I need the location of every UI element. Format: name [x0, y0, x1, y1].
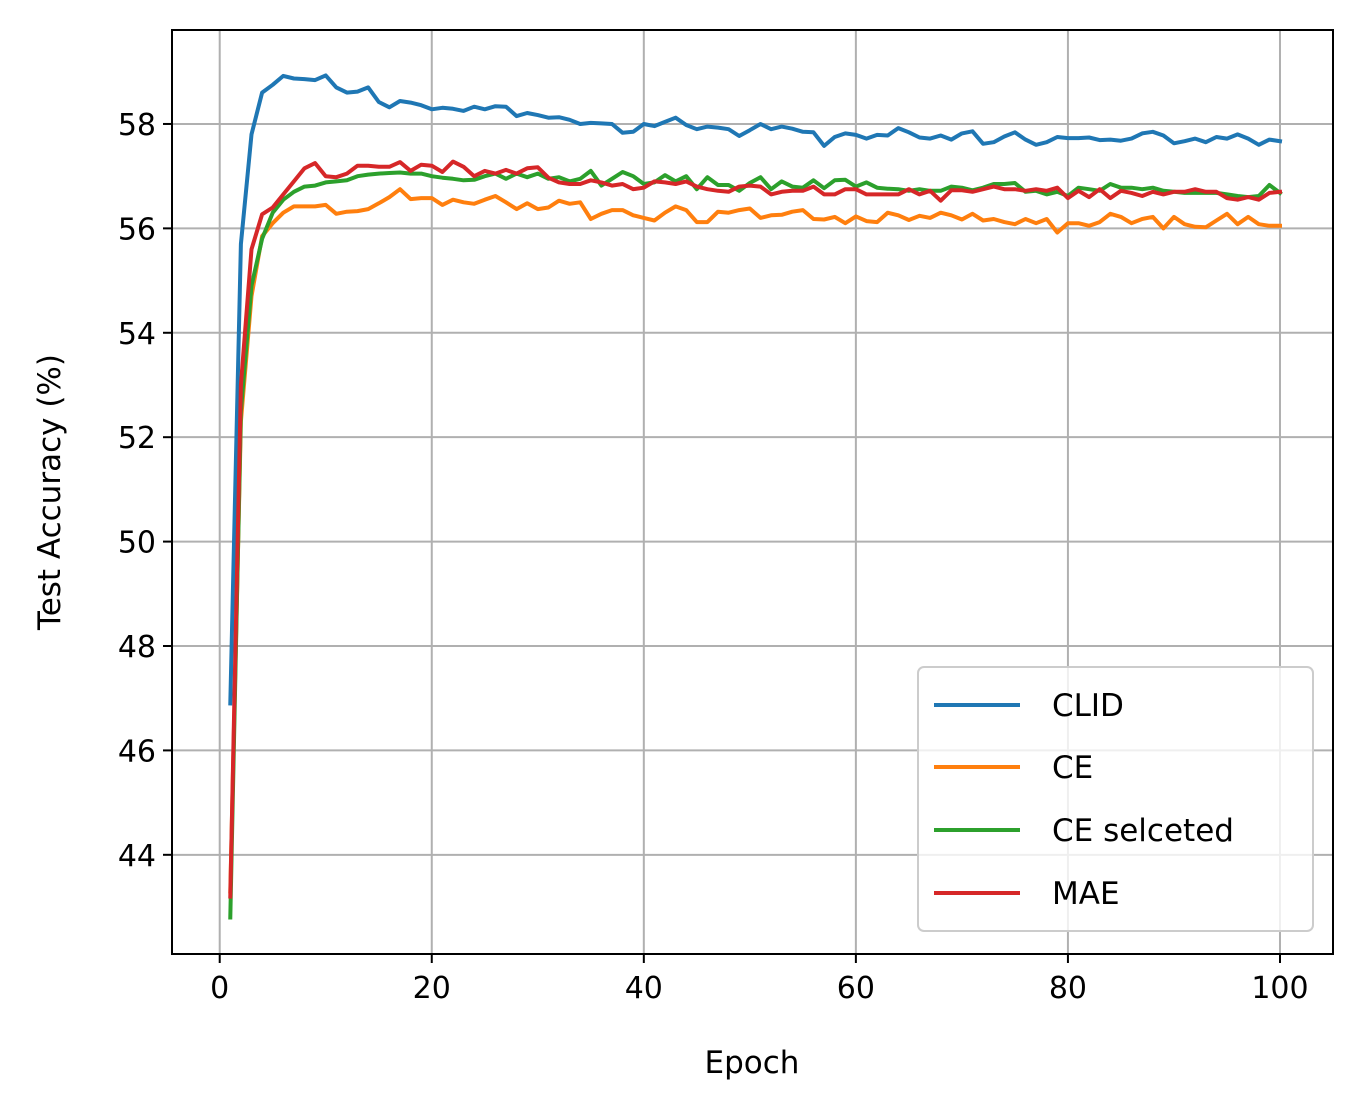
- y-tick-label: 48: [118, 630, 156, 665]
- legend-label: CE selceted: [1052, 813, 1234, 849]
- y-tick-label: 50: [118, 526, 156, 561]
- legend-label: CE: [1052, 750, 1093, 786]
- y-tick-label: 54: [118, 317, 156, 352]
- legend-item-mae: MAE: [934, 876, 1120, 912]
- y-tick-label: 52: [118, 421, 156, 456]
- y-tick-label: 46: [118, 734, 156, 769]
- series-line-clid: [228, 73, 1283, 706]
- x-axis: 0 20 40 60 80 100: [210, 954, 1309, 1006]
- legend-item-clid: CLID: [934, 688, 1124, 724]
- x-axis-label: Epoch: [705, 1045, 800, 1081]
- y-axis: 44 46 48 50 52 54 56 58: [118, 108, 172, 874]
- x-tick-label: 40: [625, 971, 663, 1006]
- legend-item-ce-selceted: CE selceted: [934, 813, 1234, 849]
- legend-box: [917, 666, 1314, 932]
- plot-frame: [171, 29, 1334, 955]
- x-tick-label: 60: [837, 971, 875, 1006]
- series-line-ce-selceted: [228, 168, 1283, 920]
- legend-item-ce: CE: [934, 750, 1093, 786]
- x-tick-label: 20: [413, 971, 451, 1006]
- y-tick-label: 56: [118, 212, 156, 247]
- series-line-mae: [228, 159, 1283, 899]
- x-tick-label: 0: [210, 971, 229, 1006]
- legend-label: MAE: [1052, 876, 1120, 912]
- legend: CLID CE CE selceted MAE: [917, 666, 1314, 932]
- y-tick-label: 44: [118, 839, 156, 874]
- y-axis-label: Test Accuracy (%): [32, 354, 68, 631]
- x-tick-label: 100: [1251, 971, 1308, 1006]
- y-tick-label: 58: [118, 108, 156, 143]
- x-tick-label: 80: [1049, 971, 1087, 1006]
- series-group: [228, 73, 1283, 920]
- series-line-ce: [228, 187, 1282, 894]
- legend-label: CLID: [1052, 688, 1124, 724]
